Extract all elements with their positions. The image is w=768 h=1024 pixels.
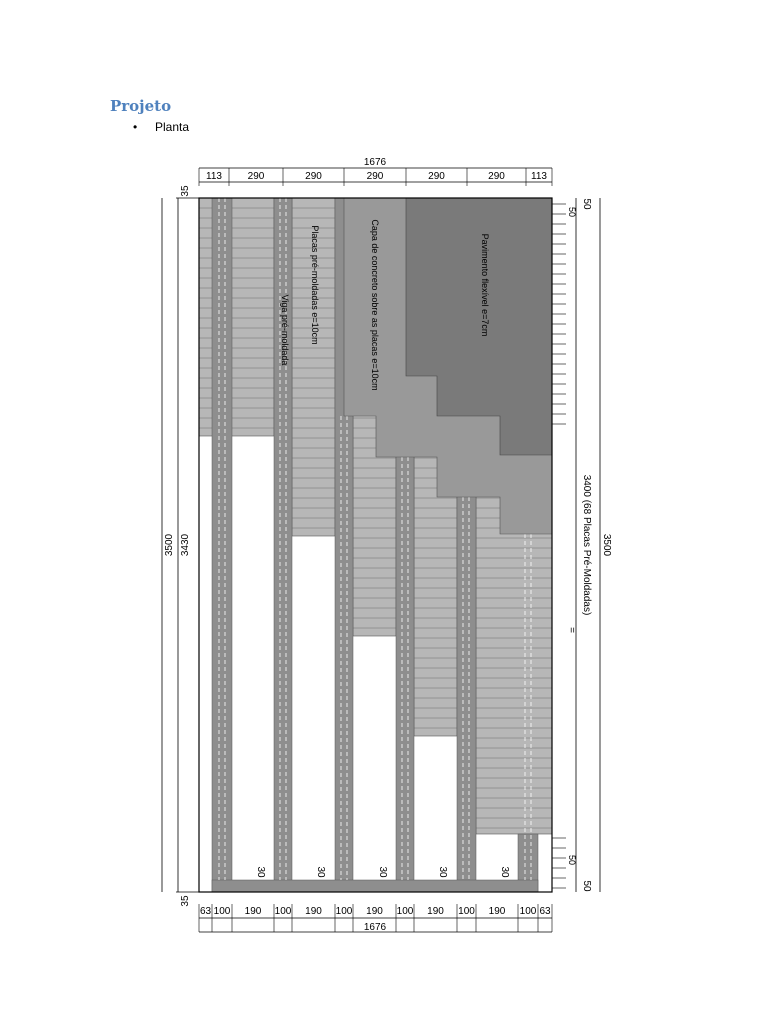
- equal-mark: =: [566, 627, 577, 633]
- top-dim-1: 113: [206, 171, 222, 182]
- beam-1: [211, 197, 233, 893]
- gap-label-2: 30: [315, 866, 326, 878]
- label-concrete-cover: Capa de concreto sobre as placas e=10cm: [370, 219, 380, 390]
- total-width-bottom: 1676: [364, 922, 387, 933]
- bottom-dim-12: 100: [520, 906, 537, 917]
- bottom-dim-2: 100: [214, 906, 231, 917]
- plan-boundary: [198, 197, 553, 893]
- right-small-bottom-dim: 50: [567, 855, 577, 865]
- section-heading: Projeto: [110, 97, 172, 115]
- right-outer-dim: 3500: [601, 534, 612, 557]
- bottom-dim-7: 190: [366, 906, 383, 917]
- right-top-dim: 50: [581, 198, 592, 210]
- right-bottom-dim: 50: [581, 880, 592, 892]
- bullet-item: • Planta: [133, 120, 189, 134]
- bottom-dim-13: 63: [539, 906, 551, 917]
- beam-bottom: [211, 879, 539, 893]
- bullet-marker: •: [133, 120, 138, 134]
- label-slabs: Placas pré-moldadas e=10cm: [310, 225, 320, 344]
- bottom-dim-11: 190: [489, 906, 506, 917]
- bullet-text: Planta: [155, 120, 190, 134]
- right-small-top-dim: 50: [567, 207, 577, 217]
- bottom-dim-5: 190: [305, 906, 322, 917]
- top-dim-2: 290: [248, 171, 265, 182]
- bottom-dim-8: 100: [397, 906, 414, 917]
- bottom-dim-6: 100: [336, 906, 353, 917]
- bottom-dim-1: 63: [200, 906, 212, 917]
- left-outer-dim: 3500: [164, 533, 175, 556]
- top-dim-5: 290: [428, 171, 445, 182]
- left-top-dim: 35: [180, 185, 191, 197]
- label-beam: Viga pré-moldada: [280, 295, 290, 366]
- bottom-dim-3: 190: [245, 906, 262, 917]
- gap-label-4: 30: [437, 866, 448, 878]
- gap-label-5: 30: [499, 866, 510, 878]
- bottom-dim-10: 100: [458, 906, 475, 917]
- bottom-dim-4: 100: [275, 906, 292, 917]
- bottom-segment-dimensions: 63 100 190 100 190 100 190 100 190 100 190 100 63: [198, 904, 553, 932]
- top-segment-dimensions: 113 290 290 290 290 290 113: [198, 168, 553, 186]
- left-bottom-dim: 35: [180, 895, 191, 907]
- right-edge-ticks: [552, 203, 566, 889]
- bottom-dim-9: 190: [427, 906, 444, 917]
- top-dim-7: 113: [531, 171, 547, 182]
- slab-gap-labels: 30 30 30 30 30: [255, 866, 510, 878]
- gap-label-3: 30: [377, 866, 388, 878]
- gap-label-1: 30: [255, 866, 266, 878]
- left-inner-dim: 3430: [180, 533, 191, 556]
- slab-strip-1: [198, 197, 275, 437]
- beam-centerlines: [218, 198, 532, 880]
- total-width-top: 1676: [364, 157, 387, 168]
- right-inner-dim: 3400 (68 Placas Pré-Moldadas): [581, 475, 592, 616]
- top-dim-6: 290: [488, 171, 505, 182]
- top-dim-4: 290: [367, 171, 384, 182]
- dimension-lines: [161, 167, 601, 933]
- top-dim-3: 290: [305, 171, 322, 182]
- label-flexible-pavement: Pavimento flexível e=7cm: [480, 234, 490, 337]
